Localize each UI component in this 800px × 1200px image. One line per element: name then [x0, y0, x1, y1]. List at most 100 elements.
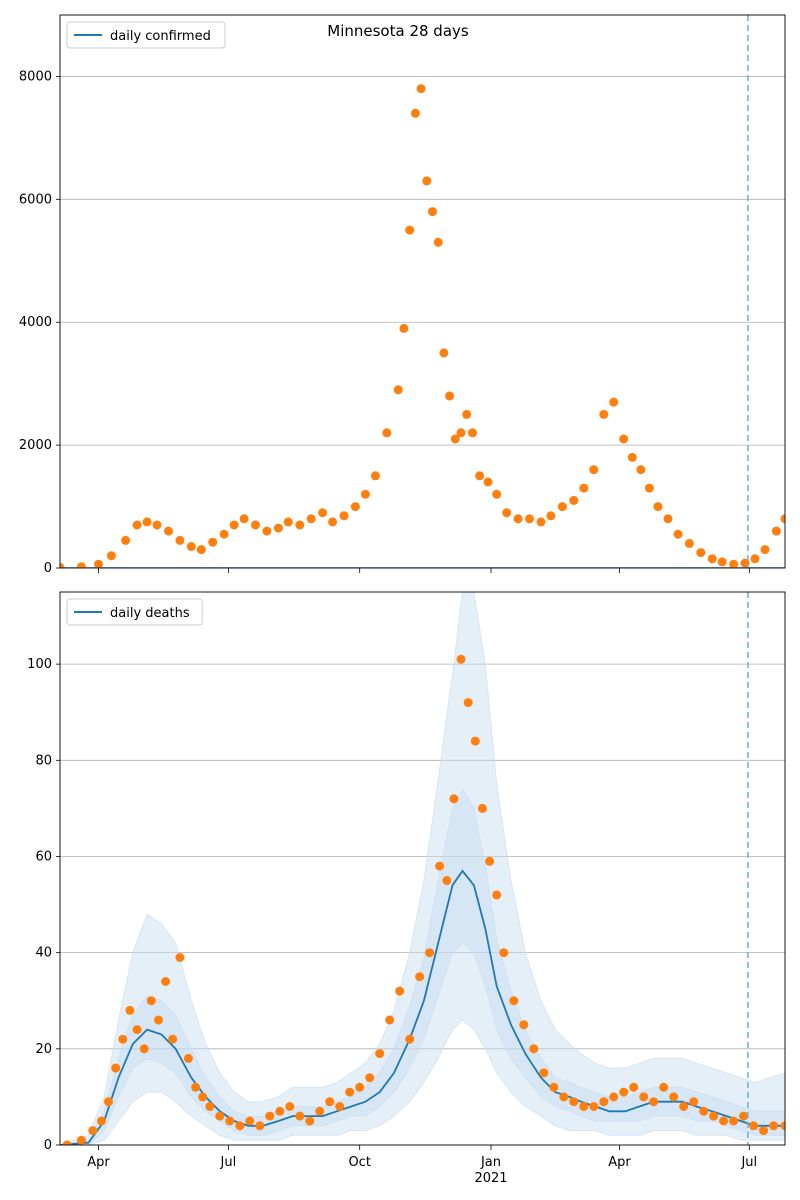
data-point: [729, 559, 739, 568]
data-point: [659, 1082, 669, 1092]
data-point: [245, 1116, 255, 1126]
data-point: [345, 1087, 355, 1097]
data-point: [653, 502, 663, 512]
data-point: [305, 1116, 315, 1126]
data-point: [780, 1121, 785, 1131]
data-point: [62, 1140, 72, 1145]
data-point: [198, 1092, 208, 1102]
data-point: [579, 483, 589, 493]
data-point: [609, 1092, 619, 1102]
data-point: [370, 471, 380, 481]
data-point: [328, 517, 338, 527]
data-point: [435, 861, 445, 871]
plot-area: [60, 84, 785, 568]
data-point: [509, 996, 519, 1006]
y-tick-label: 0: [44, 1138, 52, 1153]
data-point: [154, 1015, 163, 1025]
data-point: [215, 1111, 225, 1121]
data-point: [318, 508, 328, 518]
data-point: [168, 1034, 178, 1044]
data-point: [629, 1082, 639, 1092]
legend: daily deaths: [66, 598, 203, 626]
legend-label: daily deaths: [110, 606, 190, 621]
data-point: [139, 1044, 149, 1054]
y-tick-label: 4000: [19, 315, 52, 330]
data-point: [456, 654, 466, 664]
data-point: [60, 562, 65, 568]
x-tick-label: Apr: [87, 1155, 110, 1170]
data-point: [111, 1063, 121, 1073]
axes-frame: [59, 591, 786, 1146]
data-point: [749, 1121, 759, 1131]
data-point: [462, 409, 472, 419]
data-point: [619, 1087, 629, 1097]
data-point: [275, 1106, 285, 1116]
data-point: [771, 526, 781, 536]
data-point: [125, 1005, 135, 1015]
data-point: [529, 1044, 539, 1054]
data-point: [599, 1097, 609, 1107]
data-point: [539, 1068, 549, 1078]
data-point: [679, 1102, 689, 1111]
data-point: [463, 698, 473, 708]
data-point: [709, 1111, 719, 1121]
y-tick-label: 80: [35, 753, 52, 768]
data-point: [265, 1111, 275, 1121]
data-point: [750, 554, 760, 564]
y-tick-label: 8000: [19, 69, 52, 84]
data-point: [769, 1121, 779, 1131]
legend-label: daily confirmed: [110, 29, 211, 44]
data-point: [161, 977, 171, 986]
data-point: [729, 1116, 739, 1126]
data-point: [104, 1097, 113, 1107]
data-point: [405, 225, 415, 235]
data-point: [229, 520, 239, 530]
data-point: [475, 471, 485, 481]
legend-box: [66, 21, 226, 49]
data-point: [142, 517, 152, 527]
data-point: [689, 1097, 699, 1107]
data-point: [649, 1097, 659, 1107]
data-point: [415, 972, 425, 982]
data-point: [350, 502, 360, 512]
data-point: [295, 1111, 305, 1121]
data-point: [283, 517, 293, 527]
data-point: [470, 736, 480, 746]
data-point: [549, 1082, 559, 1092]
y-tick-label: 60: [35, 849, 52, 864]
data-point: [644, 483, 654, 493]
data-point: [492, 890, 502, 900]
data-point: [619, 434, 629, 444]
data-point: [707, 554, 717, 564]
data-point: [627, 452, 637, 462]
data-point: [306, 514, 316, 524]
credible-band-outer: [60, 592, 785, 1145]
data-point: [456, 428, 466, 438]
data-point: [262, 526, 272, 536]
data-point: [382, 428, 392, 438]
x-tick-label: Jul: [220, 1155, 237, 1170]
plot-area: [60, 592, 785, 1145]
credible-band-inner: [60, 788, 785, 1145]
x-year-label: 2021: [474, 1171, 507, 1186]
data-point: [673, 529, 683, 539]
data-point: [760, 545, 770, 555]
data-point: [636, 465, 646, 475]
data-point: [425, 948, 435, 958]
data-point: [499, 948, 509, 958]
data-point: [208, 537, 218, 547]
data-point: [205, 1102, 215, 1111]
y-tick-label: 2000: [19, 438, 52, 453]
data-point: [219, 529, 229, 539]
data-point: [235, 1121, 245, 1131]
data-point: [106, 551, 116, 561]
data-point: [433, 237, 443, 247]
data-point: [599, 409, 609, 419]
data-point: [663, 514, 673, 524]
data-point: [450, 434, 460, 444]
y-tick-label: 6000: [19, 192, 52, 207]
data-point: [76, 1135, 86, 1145]
data-point: [186, 542, 196, 551]
